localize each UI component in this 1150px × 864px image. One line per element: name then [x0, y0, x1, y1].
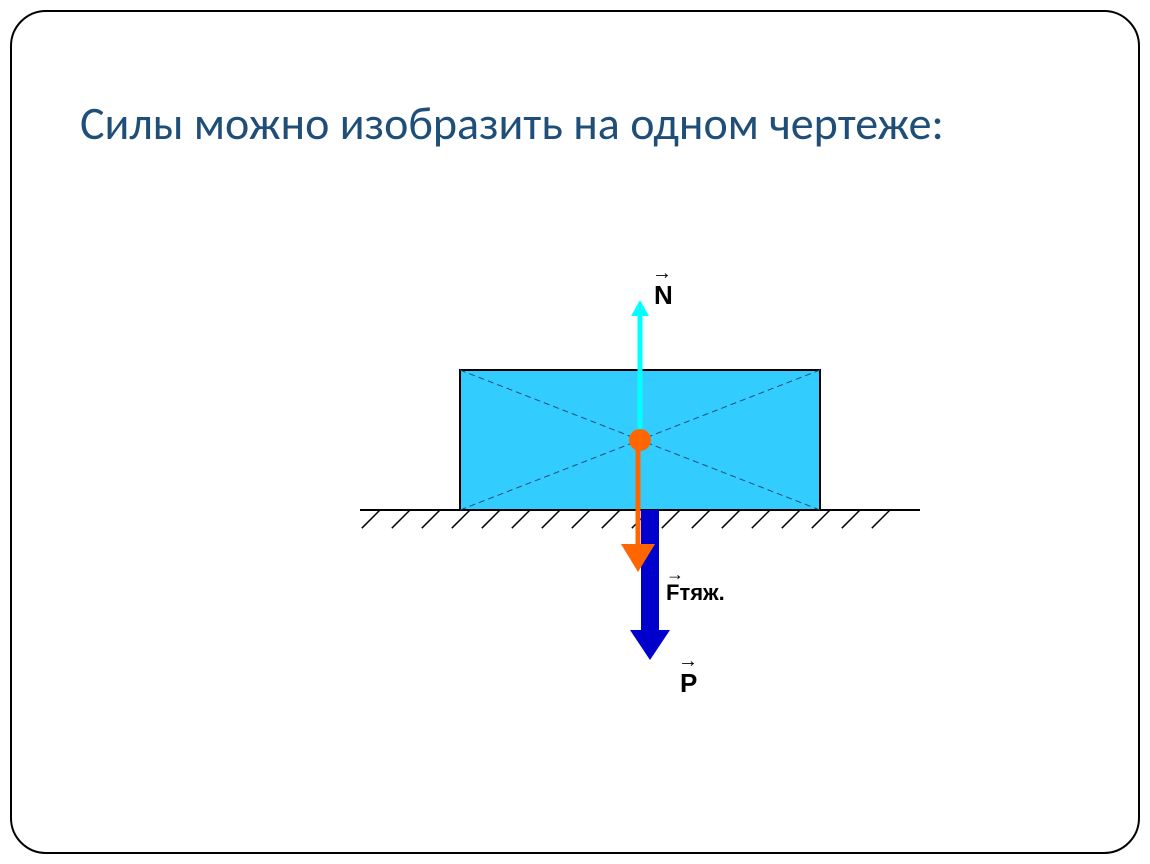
- ground-hatching: [362, 510, 890, 528]
- force-diagram: → N → Fтяж. → P: [230, 250, 930, 810]
- force-label-n: N: [654, 280, 673, 311]
- force-label-p: P: [680, 668, 697, 699]
- force-p-arrow: [641, 510, 659, 632]
- force-n-arrowhead: [631, 300, 649, 316]
- force-label-grav: Fтяж.: [666, 580, 725, 606]
- center-dot: [629, 429, 651, 451]
- diagram-svg: [230, 250, 930, 810]
- slide-title: Силы можно изобразить на одном чертеже:: [80, 95, 1080, 155]
- force-p-arrowhead: [630, 630, 670, 660]
